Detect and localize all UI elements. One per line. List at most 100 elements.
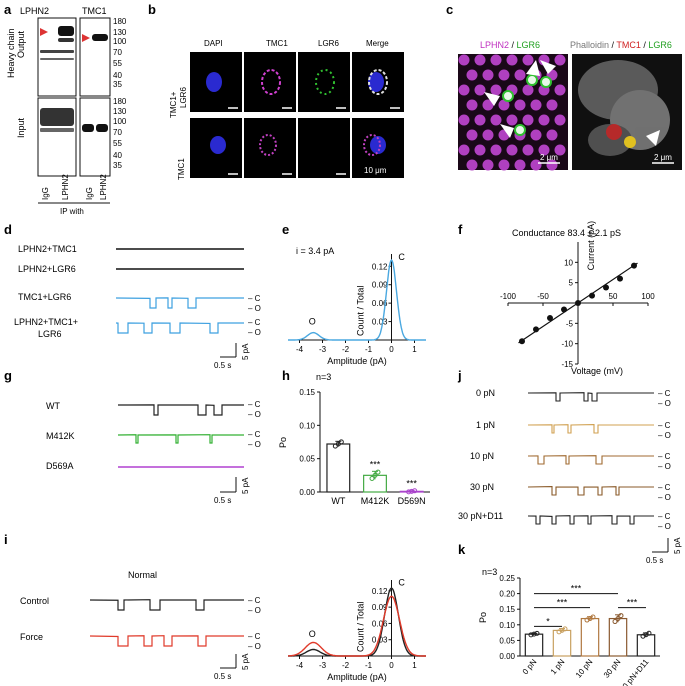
svg-text:– C: – C <box>658 512 671 521</box>
panel-letter-g: g <box>4 368 12 383</box>
band <box>40 108 74 126</box>
trace-line <box>528 487 654 495</box>
cell-dot <box>491 85 502 96</box>
panel-j: j 0 pN 1 pN 10 pN 30 pN 30 pN+D11 – C– O… <box>457 368 682 565</box>
band <box>58 26 74 36</box>
x-axis-label: Amplitude (pA) <box>327 356 387 366</box>
cell-dot <box>491 55 502 66</box>
scale-x: 0.5 s <box>214 672 231 681</box>
x-tick-label: -50 <box>537 292 549 301</box>
cell-dot <box>475 145 486 156</box>
panel-letter-j: j <box>457 368 462 383</box>
trace-line <box>90 600 244 610</box>
col-label-lgr6: LGR6 <box>318 39 339 48</box>
cell-dot <box>483 130 494 141</box>
mw-markers-top: 180 130 100 70 55 40 35 <box>113 17 127 89</box>
state-label-c: C <box>398 577 405 587</box>
cell-dot <box>467 100 478 111</box>
cell-dot <box>555 85 566 96</box>
right-title: Phalloidin / TMC1 / LGR6 <box>570 40 672 50</box>
data-point <box>519 338 525 344</box>
svg-text:– O: – O <box>658 522 671 531</box>
trace-label: M412K <box>46 431 75 441</box>
state-label-o: O <box>309 629 316 639</box>
mw-label: 180 <box>113 97 127 106</box>
chart-h: 0.00 0.05 0.10 0.15 Po WT M412K D569N *** *** <box>278 388 430 506</box>
row-label-tmc1-lgr6-b: LGR6 <box>179 87 188 108</box>
co-markers: – C– O – C– O <box>248 400 261 449</box>
trace-label: 0 pN <box>476 388 495 398</box>
panel-a: a LPHN2 TMC1 Heavy chain Output Input 18… <box>4 2 127 216</box>
trace-label-line2: LGR6 <box>38 329 62 339</box>
trace-line <box>528 425 654 433</box>
blot-input-tmc1 <box>80 98 110 176</box>
x-tick-label: 1 <box>412 345 417 354</box>
ip-with-label: IP with <box>60 207 84 216</box>
trace-line <box>528 393 654 401</box>
panel-d: d LPHN2+TMC1 LPHN2+LGR6 TMC1+LGR6 LPHN2+… <box>4 222 261 370</box>
cell-dot <box>459 115 470 126</box>
trace-label: LPHN2+TMC1 <box>18 244 77 254</box>
row-label-output: Output <box>16 30 26 58</box>
panel-letter-k: k <box>458 542 466 557</box>
panel-letter-f: f <box>458 222 463 237</box>
significance-label: * <box>546 616 550 626</box>
x-tick-label: -3 <box>319 345 327 354</box>
cell-dot <box>523 55 534 66</box>
x-tick-label: 50 <box>609 292 618 301</box>
cell-dot <box>475 55 486 66</box>
x-tick-label: M412K <box>361 496 390 506</box>
y-tick-label: -5 <box>566 319 574 328</box>
svg-text:– C: – C <box>248 400 261 409</box>
scale-bar <box>220 343 236 357</box>
bar <box>581 619 598 656</box>
trace-label: 30 pN <box>470 482 494 492</box>
y-tick-label: 10 <box>564 258 573 267</box>
data-point <box>603 285 609 291</box>
row-label-tmc1: TMC1 <box>177 158 186 180</box>
trace-line <box>118 435 244 443</box>
cell-dot <box>507 55 518 66</box>
cell-dot <box>491 115 502 126</box>
panel-h: h n=3 0.000.050.100.15PoWT M412K D569N****… <box>278 368 430 506</box>
svg-text:– O: – O <box>658 462 671 471</box>
x-tick-label: -4 <box>296 345 304 354</box>
cell-dot <box>523 145 534 156</box>
n-label: n=3 <box>316 372 331 382</box>
trace-line <box>116 298 244 308</box>
cell-dot <box>467 130 478 141</box>
y-axis-label: Po <box>478 612 488 623</box>
state-label-o: O <box>309 317 316 327</box>
band <box>40 128 74 132</box>
lane-label: IgG <box>41 187 50 200</box>
bar <box>609 619 626 656</box>
band <box>58 38 74 42</box>
cell-dot <box>459 145 470 156</box>
data-point <box>575 300 581 306</box>
cell-dot <box>459 85 470 96</box>
x-tick-label: -2 <box>342 661 350 670</box>
trace-label: Force <box>20 632 43 642</box>
svg-text:– C: – C <box>248 632 261 641</box>
scale-label-right: 2 μm <box>654 153 672 162</box>
y-tick-label: 0.09 <box>372 281 388 290</box>
annotation: i = 3.4 pA <box>296 246 334 256</box>
cell-dot <box>483 160 494 171</box>
lgr6-dot <box>527 75 537 85</box>
chart-f: -100 -50 50 100-15-10-5510 Current (pA)Volta… <box>500 221 655 376</box>
trace-label: 30 pN+D11 <box>458 511 503 521</box>
state-label-c: C <box>398 252 405 262</box>
cell-dot <box>555 115 566 126</box>
left-title: LPHN2 / LGR6 <box>480 40 540 50</box>
svg-text:– O: – O <box>658 431 671 440</box>
cell-dot <box>515 100 526 111</box>
panel-letter-i: i <box>4 532 8 547</box>
row-label-input: Input <box>16 117 26 138</box>
panel-i: i Normal Control Force – C– O – C– O 5 p… <box>4 532 426 682</box>
svg-text:– O: – O <box>658 399 671 408</box>
row-label-heavy-chain: Heavy chain <box>6 28 16 78</box>
x-tick-label: D569N <box>398 496 426 506</box>
data-point <box>339 440 343 444</box>
svg-text:– O: – O <box>248 642 261 651</box>
col-label-merge: Merge <box>366 39 389 48</box>
